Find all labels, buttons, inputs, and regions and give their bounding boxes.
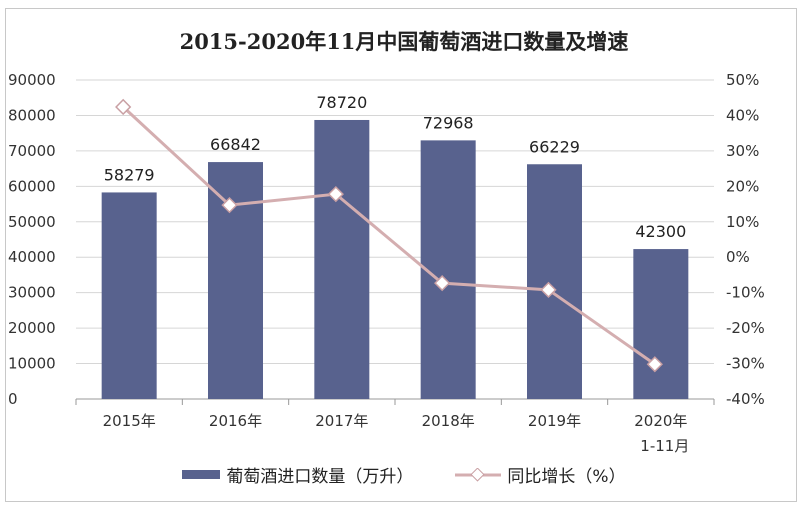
x-tick-label: 2016年 <box>209 412 262 430</box>
right-tick-label: 30% <box>726 142 759 160</box>
bar-data-label: 78720 <box>316 93 367 112</box>
growth-point <box>221 196 238 214</box>
growth-line <box>122 105 656 366</box>
right-tick-label: -20% <box>726 319 765 337</box>
bar <box>633 249 689 399</box>
legend-item-bar: 葡萄酒进口数量（万升） <box>182 462 413 487</box>
right-tick-label: -10% <box>726 284 765 302</box>
x-tick-label: 2017年 <box>315 412 368 430</box>
right-tick-label: -40% <box>726 390 765 408</box>
right-tick-label: 40% <box>726 106 759 124</box>
bar <box>527 164 582 399</box>
legend-label-bar: 葡萄酒进口数量（万升） <box>226 467 414 487</box>
growth-point <box>540 281 557 298</box>
x-tick-label: 2018年 <box>422 412 475 430</box>
chart-frame <box>5 8 797 502</box>
bar-data-label: 42300 <box>635 222 686 241</box>
legend-swatch-line <box>455 467 502 482</box>
x-tick-label: 2015年 <box>103 412 156 430</box>
left-tick-label: 70000 <box>8 142 56 160</box>
left-tick-label: 10000 <box>8 355 56 373</box>
x-tick-label: 2019年 <box>528 412 581 430</box>
growth-point <box>327 185 344 203</box>
growth-point <box>115 98 132 116</box>
growth-point <box>646 356 663 373</box>
left-tick-label: 30000 <box>8 284 56 302</box>
bar <box>314 119 370 400</box>
right-tick-label: -30% <box>726 355 765 373</box>
x-tick-label: 2020年 <box>634 412 687 430</box>
left-tick-label: 60000 <box>8 177 56 195</box>
bar <box>101 192 157 399</box>
legend-label-line: 同比增长（%） <box>507 467 626 487</box>
x-tick-sublabel: 1-11月 <box>640 437 689 455</box>
legend: 葡萄酒进口数量（万升） 同比增长（%） <box>0 462 808 487</box>
right-tick-label: 20% <box>726 177 759 195</box>
bar-data-label: 66842 <box>210 135 261 154</box>
bar-data-label: 72968 <box>423 113 474 132</box>
left-tick-label: 0 <box>8 390 18 408</box>
bar <box>208 162 263 399</box>
left-tick-label: 90000 <box>8 71 56 89</box>
bar <box>420 140 476 400</box>
left-tick-label: 20000 <box>8 319 56 337</box>
left-tick-label: 40000 <box>8 248 56 266</box>
right-tick-label: 50% <box>726 71 759 89</box>
chart-title: 2015-2020年11月中国葡萄酒进口数量及增速 <box>179 29 629 54</box>
legend-item-line: 同比增长（%） <box>455 462 626 487</box>
left-tick-label: 80000 <box>8 106 56 124</box>
left-tick-label: 50000 <box>8 213 56 231</box>
bar-data-label: 66229 <box>529 137 580 156</box>
bar-data-label: 58279 <box>104 165 155 184</box>
right-tick-label: 10% <box>726 213 759 231</box>
right-tick-label: 0% <box>726 248 750 266</box>
growth-point <box>434 274 451 292</box>
legend-swatch-bar <box>182 470 221 479</box>
